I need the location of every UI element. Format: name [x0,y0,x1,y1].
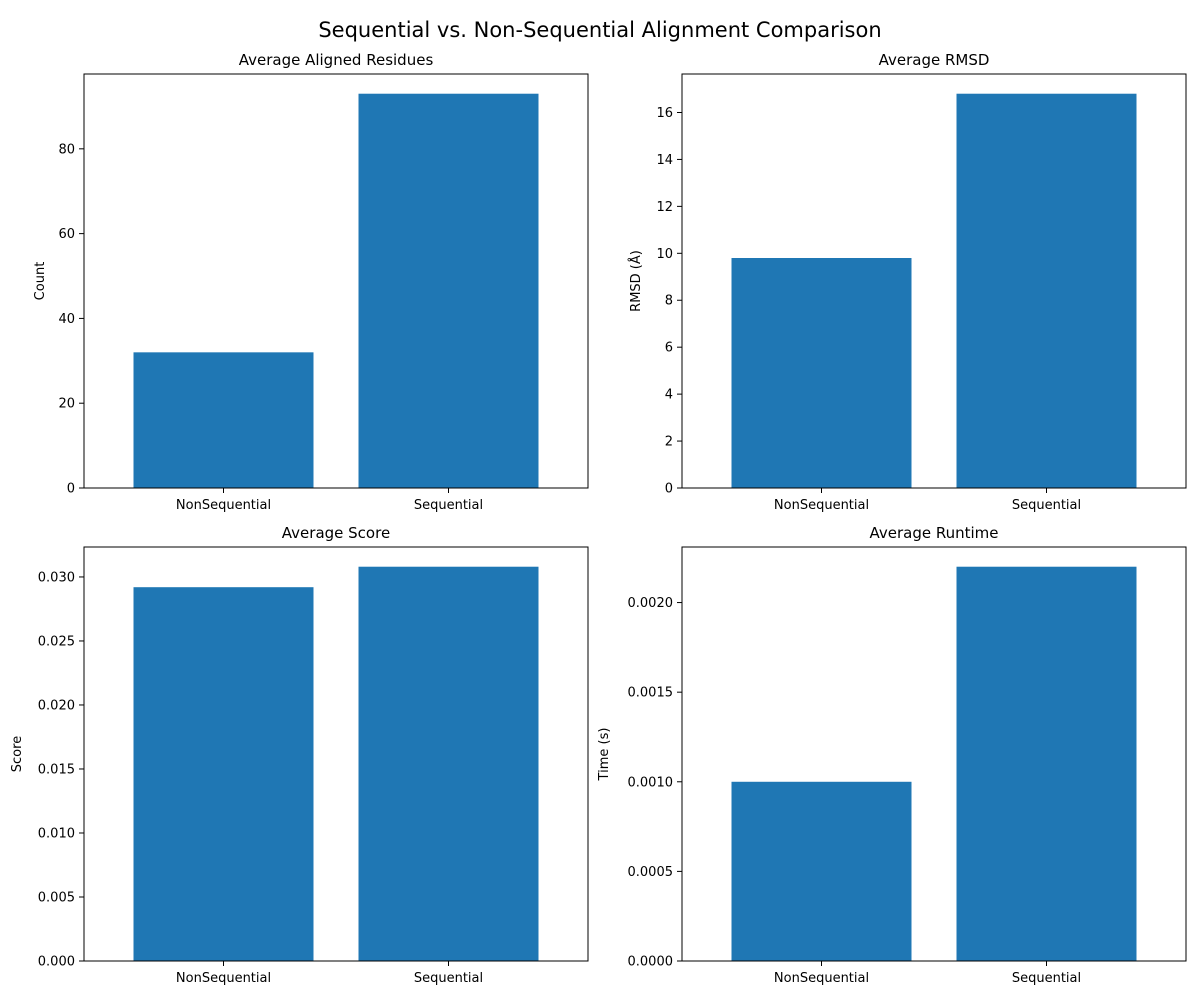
subplot-title: Average RMSD [879,51,990,69]
x-tick-label: NonSequential [176,971,271,986]
y-tick-label: 0.015 [38,762,75,777]
y-tick-label: 0.025 [38,634,75,649]
y-tick-label: 12 [656,200,673,215]
bar-nonsequential [133,587,314,961]
bar-nonsequential [731,781,912,961]
x-tick-label: Sequential [414,498,483,513]
x-tick-label: NonSequential [774,498,869,513]
y-tick-label: 6 [665,341,673,356]
y-tick-label: 8 [665,294,673,309]
bar-sequential [358,93,539,488]
subplot-3: Average Score 0.000 0.005 0.010 0.015 0.020 0.… [10,524,589,986]
y-tick-label: 80 [58,142,75,157]
y-tick-label: 0.000 [38,955,75,970]
y-tick-label: 2 [665,435,673,450]
y-axis-label: Score [10,736,25,772]
y-axis-label: Time (s) [597,728,612,782]
y-tick-label: 0.005 [38,890,75,905]
y-tick-label: 0.010 [38,826,75,841]
y-tick-label: 60 [58,227,75,242]
y-tick-label: 0 [665,482,673,497]
y-tick-label: 0.030 [38,570,75,585]
y-tick-label: 0.0015 [628,686,674,701]
x-tick-label: Sequential [1012,498,1081,513]
x-tick-label: Sequential [1012,971,1081,986]
bar-nonsequential [133,352,314,488]
bar-sequential [956,566,1137,961]
bar-sequential [956,93,1137,488]
subplots: Average Aligned Residues020406080NonSequ… [10,51,1187,986]
axes-frame [681,546,1187,962]
y-tick-label: 10 [656,247,673,262]
y-tick-label: 20 [58,397,75,412]
bar-nonsequential [731,258,912,488]
subplot-2: Average RMSD 0 2 4 6 8 10 12 14 16 NonSequential Se… [628,51,1187,513]
subplot-title: Average Aligned Residues [239,51,434,69]
figure-title: Sequential vs. Non-Sequential Alignment … [318,18,881,42]
y-axis-label: RMSD (Å) [628,250,644,312]
y-tick-label: 0 [67,482,75,497]
bar-sequential [358,566,539,961]
axes-frame [83,546,589,962]
subplot-1: Average Aligned Residues 0 20 40 60 80 NonSequ… [33,51,589,513]
y-tick-label: 40 [58,312,75,327]
axes-frame [681,73,1187,489]
y-tick-label: 16 [656,106,673,121]
y-tick-label: 4 [665,388,673,403]
axes-frame [83,73,589,489]
y-tick-label: 0.0010 [628,775,674,790]
y-tick-label: 0.020 [38,698,75,713]
x-tick-label: Sequential [414,971,483,986]
y-tick-label: 0.0005 [628,865,674,880]
y-tick-label: 0.0000 [628,955,674,970]
x-tick-label: NonSequential [774,971,869,986]
subplot-4: Average Runtime 0.0000 0.0005 0.0010 0.0015 0… [597,524,1187,986]
y-tick-label: 0.0020 [628,596,674,611]
x-tick-label: NonSequential [176,498,271,513]
subplot-title: Average Score [282,524,390,542]
y-tick-label: 14 [656,153,673,168]
subplot-title: Average Runtime [869,524,998,542]
y-axis-label: Count [33,262,48,301]
